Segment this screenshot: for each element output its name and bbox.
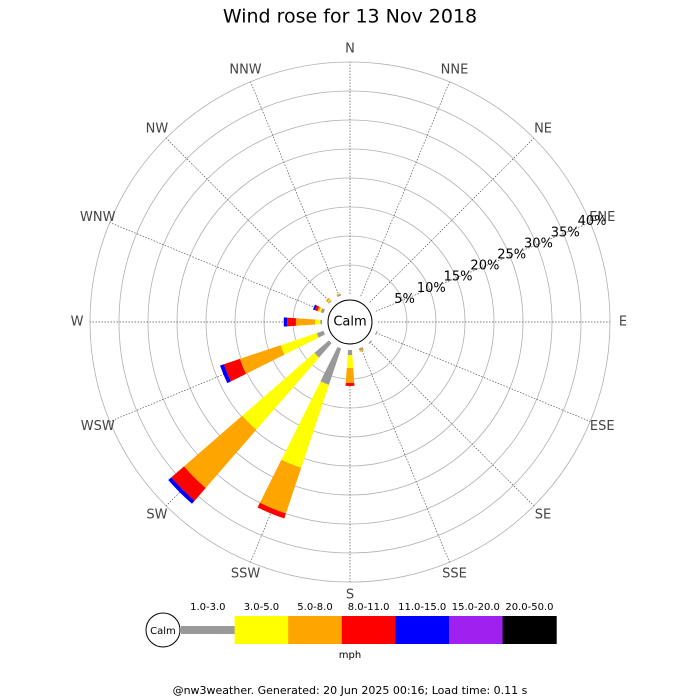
- r-tick-label: 20%: [470, 259, 499, 274]
- bar-segment: [320, 347, 342, 385]
- legend-swatch: [341, 616, 396, 644]
- bar-segment: [336, 293, 341, 296]
- bar-segment: [242, 352, 320, 430]
- grid-ring: [118, 90, 582, 554]
- bar-segment: [358, 347, 364, 351]
- legend-unit: mph: [339, 650, 361, 661]
- bar-segment: [359, 348, 365, 352]
- legend-label: 20.0-50.0: [505, 602, 553, 613]
- spoke: [375, 222, 591, 312]
- bar-segment: [295, 318, 316, 326]
- r-tick-label: 15%: [444, 270, 473, 285]
- spoke: [369, 137, 535, 303]
- direction-label: SW: [146, 508, 167, 523]
- bar-segment: [315, 319, 321, 325]
- r-tick-label: 35%: [551, 225, 580, 240]
- grid-ring: [205, 177, 495, 467]
- bar-segment: [283, 317, 288, 327]
- legend-swatch: [181, 626, 236, 634]
- direction-label: NW: [146, 121, 169, 136]
- direction-label: SE: [535, 508, 551, 523]
- spoke: [375, 332, 591, 422]
- bar-segment: [316, 330, 325, 338]
- bar-segment: [220, 364, 231, 384]
- spoke: [360, 347, 450, 563]
- bar-segment: [259, 459, 302, 514]
- direction-label: WSW: [81, 419, 115, 434]
- legend-swatch: [395, 616, 450, 644]
- direction-label: NNE: [441, 62, 469, 77]
- spoke: [109, 332, 325, 422]
- bar-segment: [368, 340, 373, 345]
- legend-label: 5.0-8.0: [297, 602, 332, 613]
- direction-label: ENE: [589, 210, 615, 225]
- bar-segment: [347, 349, 353, 356]
- calm-circle: [327, 299, 373, 345]
- legend-calm-label: Calm: [150, 626, 176, 637]
- bar-segment: [281, 381, 329, 468]
- bar-segment: [345, 367, 355, 384]
- bar-segment: [320, 308, 325, 314]
- legend-label: 3.0-5.0: [244, 602, 279, 613]
- bar-segment: [171, 466, 206, 501]
- bar-segment: [239, 345, 285, 374]
- bar-segment: [327, 299, 332, 304]
- bar-segment: [257, 502, 286, 519]
- r-tick-label: 40%: [578, 214, 607, 229]
- legend-label: 8.0-11.0: [348, 602, 390, 613]
- direction-label: W: [71, 315, 84, 330]
- bar-segment: [317, 306, 321, 312]
- bar-segment: [183, 415, 257, 489]
- legend-swatch: [234, 616, 289, 644]
- direction-label: S: [346, 588, 354, 603]
- legend-swatch: [288, 616, 343, 644]
- bar-segment: [320, 319, 323, 325]
- bar-segment: [336, 294, 342, 297]
- chart-title: Wind rose for 13 Nov 2018: [223, 6, 477, 28]
- spoke: [250, 347, 340, 563]
- footer: @nw3weather. Generated: 20 Jun 2025 00:1…: [173, 684, 528, 697]
- spoke: [165, 137, 331, 303]
- direction-label: SSW: [231, 567, 261, 582]
- spoke: [360, 81, 450, 297]
- spoke: [369, 341, 535, 507]
- bar-segment: [345, 382, 355, 386]
- spoke: [109, 222, 325, 312]
- r-tick-label: 30%: [524, 236, 553, 251]
- legend-label: 15.0-20.0: [452, 602, 500, 613]
- spoke: [250, 81, 340, 297]
- bar-segment: [287, 317, 297, 327]
- bar-segment: [319, 307, 323, 313]
- bar-segment: [168, 477, 195, 504]
- r-tick-label: 25%: [497, 248, 526, 263]
- bar-segment: [314, 305, 320, 312]
- direction-label: SSE: [442, 567, 467, 582]
- bar-segment: [312, 304, 317, 311]
- bar-segment: [327, 299, 331, 303]
- bar-segment: [314, 340, 332, 358]
- direction-label: ESE: [590, 419, 615, 434]
- r-tick-label: 5%: [394, 292, 415, 307]
- bar-segment: [325, 297, 331, 303]
- legend-label: 1.0-3.0: [190, 602, 225, 613]
- bar-segment: [375, 330, 378, 336]
- r-tick-label: 10%: [417, 281, 446, 296]
- bar-segment: [346, 355, 354, 368]
- bar-segment: [223, 358, 247, 382]
- direction-label: NE: [534, 121, 552, 136]
- legend-label: 11.0-15.0: [398, 602, 446, 613]
- direction-label: N: [345, 42, 355, 57]
- legend-swatch: [449, 616, 504, 644]
- direction-label: NNW: [229, 62, 261, 77]
- direction-label: WNW: [80, 210, 116, 225]
- legend-calm-circle: [145, 612, 181, 648]
- calm-label: Calm: [333, 315, 366, 330]
- bar-segment: [280, 333, 319, 355]
- legend-swatch: [502, 616, 557, 644]
- direction-label: E: [619, 315, 627, 330]
